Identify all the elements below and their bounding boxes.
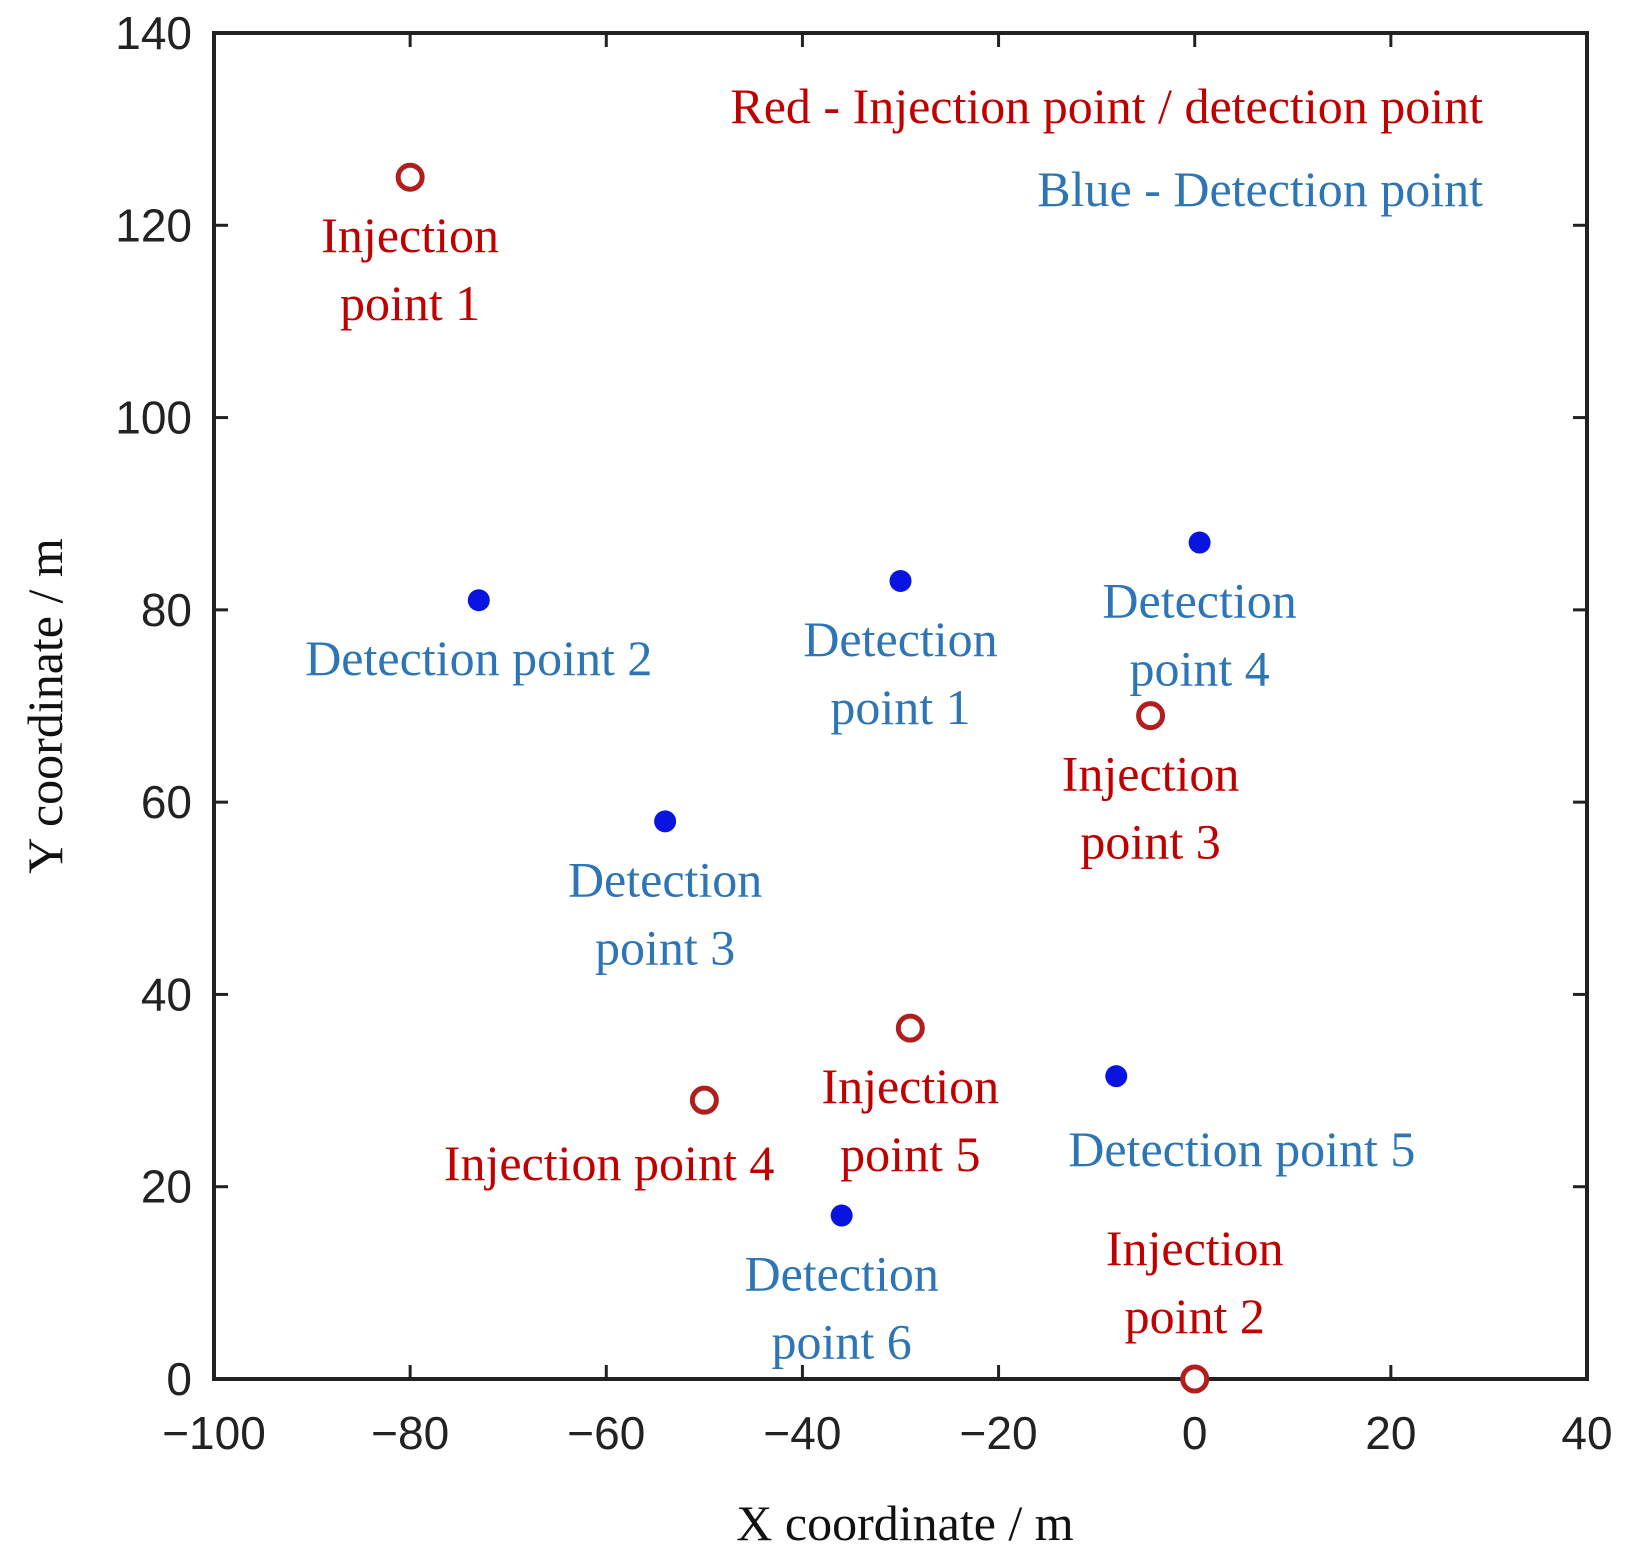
axis-ticks xyxy=(212,31,1589,1381)
detection-point-marker xyxy=(889,570,912,593)
point-label: point 3 xyxy=(595,919,735,975)
y-tick-label: 60 xyxy=(141,776,192,828)
injection-point-marker xyxy=(689,1085,719,1115)
point-label: point 5 xyxy=(840,1126,980,1182)
y-tick-label: 100 xyxy=(115,392,192,444)
x-tick-label: −60 xyxy=(567,1407,645,1459)
point-label: Detection xyxy=(1102,573,1296,629)
point-label: point 1 xyxy=(830,679,970,735)
point-label: Injection xyxy=(821,1058,999,1114)
point-label: point 4 xyxy=(1129,641,1269,697)
x-tick-label: −80 xyxy=(371,1407,449,1459)
point-label: Injection xyxy=(1106,1220,1284,1276)
injection-point-marker xyxy=(1136,701,1166,731)
point-label: Injection xyxy=(321,207,499,263)
plot-frame xyxy=(212,31,1589,1381)
legend-entry-blue: Blue - Detection point xyxy=(1037,161,1483,217)
injection-point-marker xyxy=(1180,1364,1210,1394)
detection-point-marker xyxy=(1188,531,1211,554)
x-tick-label: 20 xyxy=(1365,1407,1416,1459)
point-label: Detection xyxy=(744,1246,938,1302)
y-tick-label: 40 xyxy=(141,968,192,1020)
y-tick-label: 0 xyxy=(166,1353,192,1405)
x-tick-label: −100 xyxy=(162,1407,266,1459)
y-tick-label: 120 xyxy=(115,199,192,251)
x-axis-title: X coordinate / m xyxy=(736,1495,1074,1551)
data-markers xyxy=(395,162,1211,1394)
point-label: Injection point 4 xyxy=(444,1135,775,1191)
detection-point-marker xyxy=(1105,1065,1128,1088)
y-axis-title: Y coordinate / m xyxy=(17,538,73,874)
point-label: point 6 xyxy=(772,1314,912,1370)
y-tick-label: 20 xyxy=(141,1161,192,1213)
point-label: Detection xyxy=(568,851,762,907)
y-tick-label: 140 xyxy=(115,7,192,59)
point-label: Detection point 5 xyxy=(1068,1121,1415,1177)
point-labels: Injection point 1 Injection point 2 Injectio… xyxy=(305,207,1415,1369)
legend-entry-red: Red - Injection point / detection point xyxy=(730,78,1483,134)
axis-tick-labels: −100 −80 −60 −40 −20 0 20 40 0 20 40 60 80 100 120 140 xyxy=(115,7,1612,1459)
y-tick-label: 80 xyxy=(141,584,192,636)
x-tick-label: −40 xyxy=(763,1407,841,1459)
detection-point-marker xyxy=(654,810,677,833)
point-label: Detection point 2 xyxy=(305,630,652,686)
injection-point-marker xyxy=(395,162,425,192)
point-label: point 2 xyxy=(1125,1288,1265,1344)
point-label: point 1 xyxy=(340,275,480,331)
x-tick-label: 40 xyxy=(1561,1407,1612,1459)
injection-point-marker xyxy=(895,1013,925,1043)
point-label: Injection xyxy=(1062,746,1240,802)
x-tick-label: 0 xyxy=(1182,1407,1208,1459)
point-label: Detection xyxy=(803,611,997,667)
detection-point-marker xyxy=(467,589,490,612)
x-tick-label: −20 xyxy=(960,1407,1038,1459)
detection-point-marker xyxy=(830,1204,853,1227)
point-label: point 3 xyxy=(1080,814,1220,870)
